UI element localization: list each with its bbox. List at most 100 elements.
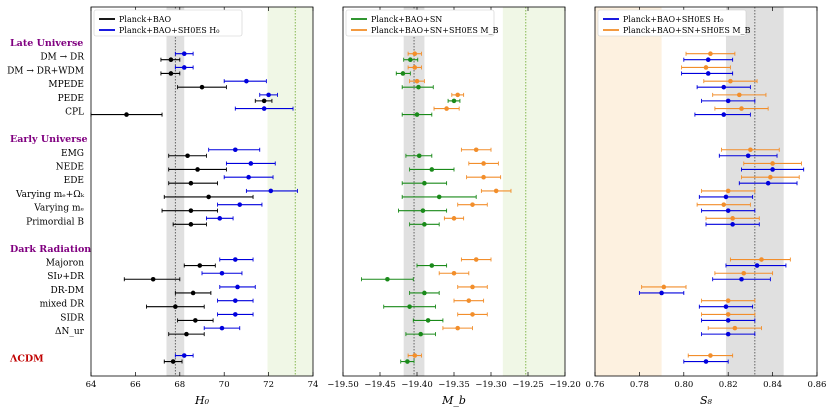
data-point — [741, 270, 747, 276]
data-point — [418, 331, 424, 337]
row-label: MPEDE — [48, 80, 84, 90]
x-axis-label: H₀ — [194, 394, 210, 407]
data-point — [414, 112, 420, 117]
data-point — [168, 57, 174, 63]
data-point — [725, 188, 731, 194]
row-label: Varying mₑ — [33, 204, 84, 214]
data-point — [168, 71, 174, 76]
data-point — [725, 318, 731, 323]
data-point — [661, 284, 667, 290]
data-point — [721, 84, 727, 90]
data-point — [444, 106, 449, 111]
x-tick-label: 72 — [263, 380, 274, 390]
x-tick-label: 0.82 — [719, 380, 738, 390]
data-point — [730, 216, 735, 221]
data-point — [190, 290, 196, 296]
x-tick-label: 64 — [86, 380, 97, 390]
data-point — [188, 180, 194, 186]
data-point — [185, 153, 190, 159]
data-point — [429, 167, 435, 172]
legend-label: Planck+BAO — [119, 15, 172, 24]
legend-box — [597, 9, 747, 37]
data-point — [233, 147, 238, 153]
x-tick-label: −19.40 — [401, 380, 432, 390]
data-point — [235, 284, 240, 290]
x-tick-label: 0.86 — [808, 380, 827, 390]
data-point — [181, 353, 187, 358]
data-point — [170, 359, 176, 364]
row-label: DM → DR — [40, 53, 84, 63]
row-labels: Late Universe DM → DR DM → DR+WDM MPEDE PEDE… — [7, 38, 91, 365]
legend-label: Planck+BAO+SH0ES H₀ — [623, 15, 723, 24]
legend: Planck+BAO Planck+BAO+SH0ES H₀ — [93, 9, 243, 37]
legend-box — [93, 9, 243, 37]
shaded-band — [595, 7, 662, 376]
data-point — [436, 194, 442, 200]
x-tick-label: 0.84 — [763, 380, 782, 390]
data-point — [723, 194, 729, 200]
data-point — [233, 298, 238, 303]
data-point — [195, 167, 200, 172]
row-label: mixed DR — [40, 300, 85, 310]
data-point — [416, 84, 421, 90]
lcdm-label: ΛCDM — [9, 354, 44, 365]
panel-2: −19.50 −19.45 −19.40 −19.35 −19.30 −19.25 −19.… — [327, 6, 581, 407]
panel-3: 0.76 0.78 0.80 0.82 0.84 0.86 S₈ Planck+BAO+SH0… — [586, 6, 827, 407]
data-point — [400, 71, 406, 76]
data-point — [193, 318, 198, 323]
data-point — [770, 161, 775, 166]
data-point — [725, 331, 731, 337]
data-point — [266, 92, 271, 98]
legend-label: Planck+BAO+SH0ES H₀ — [119, 26, 219, 35]
data-point — [481, 161, 486, 166]
x-axis-label: S₈ — [700, 394, 713, 407]
data-point — [184, 331, 189, 337]
row-label: PEDE — [58, 94, 84, 104]
data-point — [412, 65, 418, 70]
data-point — [416, 153, 422, 159]
row-label: EMG — [61, 149, 84, 159]
data-point — [745, 153, 751, 159]
legend-label: Planck+BAO+SN+SH0ES M_B — [371, 26, 499, 35]
data-point — [754, 263, 760, 268]
row-label: Primordial B — [26, 217, 84, 227]
plot-frame — [90, 6, 314, 377]
panel-1: 64 66 68 70 72 74 H₀ Planck+BAO Planck+BAO+SH0ES… — [86, 6, 318, 407]
data-point — [181, 65, 187, 70]
data-point — [219, 325, 225, 331]
plot-frame — [594, 6, 818, 377]
data-point — [739, 276, 744, 282]
x-tick-label: 68 — [174, 380, 185, 390]
x-tick-label: −19.30 — [475, 380, 506, 390]
group-label: Late Universe — [10, 38, 83, 49]
data-point — [451, 216, 457, 221]
data-point — [748, 147, 753, 153]
data-point — [261, 106, 267, 111]
data-point — [466, 298, 472, 303]
shaded-band — [502, 7, 565, 376]
data-point — [739, 106, 744, 111]
data-point — [425, 318, 431, 323]
data-point — [721, 112, 727, 117]
data-point — [217, 216, 223, 221]
data-point — [705, 57, 711, 63]
data-point — [422, 290, 427, 296]
row-label: SIν+DR — [47, 272, 84, 282]
data-point — [219, 270, 225, 276]
row-label: SIDR — [60, 313, 84, 323]
data-point — [181, 51, 187, 57]
x-tick-label: 0.76 — [586, 380, 605, 390]
data-point — [199, 84, 205, 90]
data-point — [246, 174, 251, 180]
data-point — [770, 167, 775, 172]
data-point — [237, 202, 243, 207]
legend-box — [345, 9, 495, 37]
x-tick-label: 66 — [130, 380, 141, 390]
data-point — [730, 222, 735, 227]
data-point — [422, 222, 427, 227]
row-label: CPL — [65, 108, 84, 118]
data-point — [703, 65, 709, 70]
data-point — [422, 180, 427, 186]
data-point — [412, 51, 418, 57]
